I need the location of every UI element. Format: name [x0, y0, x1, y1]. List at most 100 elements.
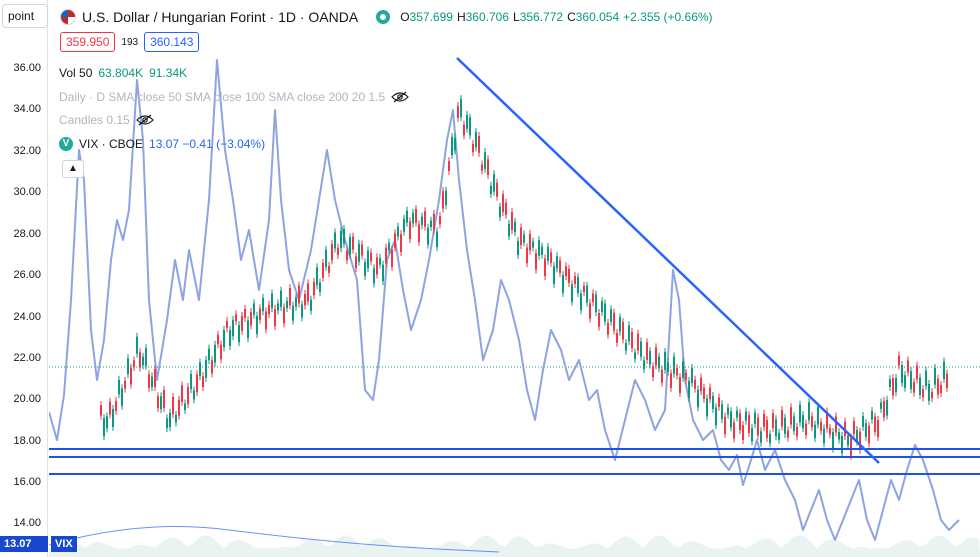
candle-body [676, 368, 678, 376]
axis-tick: 32.00 [13, 145, 41, 157]
axis-tick: 34.00 [13, 103, 41, 115]
candle-body [490, 185, 492, 195]
candle-body [433, 213, 435, 231]
candle-body [754, 412, 756, 424]
sma-label: Daily · D SMA close 50 SMA close 100 SMA… [59, 90, 386, 104]
candle-body [496, 182, 498, 197]
vix-value: 13.07 −0.41 (−3.04%) [149, 137, 266, 151]
candle-body [802, 415, 804, 429]
candle-body [580, 293, 582, 311]
candle-body [304, 293, 306, 306]
candle-body [826, 411, 828, 429]
candle-body [709, 387, 711, 399]
candle-body [850, 437, 852, 456]
volume-area [49, 535, 980, 557]
candle-body [271, 293, 273, 309]
candle-body [181, 385, 183, 402]
chevron-up-icon[interactable]: ▲ [62, 160, 84, 178]
volume-label: Vol 50 [59, 66, 93, 80]
candle-body [829, 427, 831, 435]
candle-body [472, 143, 474, 153]
candle-body [331, 244, 333, 261]
candle-body [631, 331, 633, 349]
candle-body [931, 392, 933, 399]
candle-body [832, 432, 834, 449]
candle-body [937, 378, 939, 395]
candle-body [916, 365, 918, 380]
candle-body [553, 265, 555, 284]
candle-body [361, 244, 363, 256]
candle-body [370, 252, 372, 262]
eye-off-icon[interactable] [135, 114, 154, 126]
chart-canvas[interactable] [49, 0, 980, 557]
candle-body [772, 413, 774, 429]
eye-off-icon[interactable] [391, 91, 410, 103]
candle-body [886, 399, 888, 416]
candle-body [733, 422, 735, 439]
candle-body [157, 396, 159, 409]
candle-body [838, 432, 840, 440]
candle-body [550, 252, 552, 263]
candle-body [121, 388, 123, 406]
candle-body [817, 406, 819, 425]
candle-body [484, 152, 486, 169]
candle-body [193, 390, 195, 400]
candle-body [538, 240, 540, 256]
candle-body [505, 202, 507, 216]
candle-body [598, 312, 600, 327]
price-axis[interactable]: point 36.00 34.00 32.00 30.00 28.00 26.0… [0, 0, 48, 557]
candle-body [214, 344, 216, 363]
candle-body [703, 387, 705, 399]
candle-body [448, 161, 450, 172]
candle-body [313, 281, 315, 296]
candle-body [154, 369, 156, 388]
candle-body [406, 210, 408, 223]
chart-pane[interactable] [49, 0, 980, 557]
candle-body [106, 416, 108, 429]
vix-legend[interactable]: V VIX · CBOE 13.07 −0.41 (−3.04%) [59, 137, 265, 151]
candle-body [499, 206, 501, 218]
symbol-title[interactable]: U.S. Dollar / Hungarian Forint · 1D · OA… [82, 9, 359, 25]
candle-body [124, 380, 126, 389]
candle-body [289, 288, 291, 306]
candle-body [823, 428, 825, 444]
candle-body [862, 416, 864, 427]
candle-body [808, 402, 810, 421]
candle-body [169, 412, 171, 428]
sma-legend[interactable]: Daily · D SMA close 50 SMA close 100 SMA… [59, 90, 410, 104]
candle-body [115, 400, 117, 411]
candle-body [526, 247, 528, 264]
candle-body [715, 407, 717, 426]
candle-body [427, 227, 429, 245]
candle-body [904, 375, 906, 388]
candle-body [253, 303, 255, 315]
ohlc-close: C360.054 [567, 10, 620, 24]
candle-body [187, 387, 189, 405]
candle-body [421, 216, 423, 226]
candle-body [262, 298, 264, 312]
candle-body [790, 407, 792, 425]
candle-body [319, 282, 321, 292]
candle-body [688, 380, 690, 399]
candle-body [595, 294, 597, 313]
candle-body [781, 410, 783, 427]
candle-body [235, 314, 237, 322]
market-status-icon[interactable] [376, 10, 391, 24]
point-mode-button[interactable]: point [2, 4, 48, 28]
candle-body [292, 305, 294, 321]
ohlc-change: +2.355 (+0.66%) [623, 10, 713, 24]
candle-body [136, 336, 138, 354]
buy-button[interactable]: 360.143 [144, 32, 200, 52]
candle-body [541, 246, 543, 255]
axis-tick: 18.00 [13, 435, 41, 447]
sell-button[interactable]: 359.950 [60, 32, 116, 52]
candle-body [202, 376, 204, 388]
candle-body [871, 411, 873, 420]
volume-legend[interactable]: Vol 50 63.804K 91.34K [59, 66, 187, 80]
candle-body [196, 374, 198, 393]
candle-body [133, 360, 135, 367]
candles-legend[interactable]: Candles 0.15 [59, 113, 154, 127]
candle-body [592, 293, 594, 303]
volume-ma-line [49, 526, 500, 553]
candle-body [724, 416, 726, 434]
